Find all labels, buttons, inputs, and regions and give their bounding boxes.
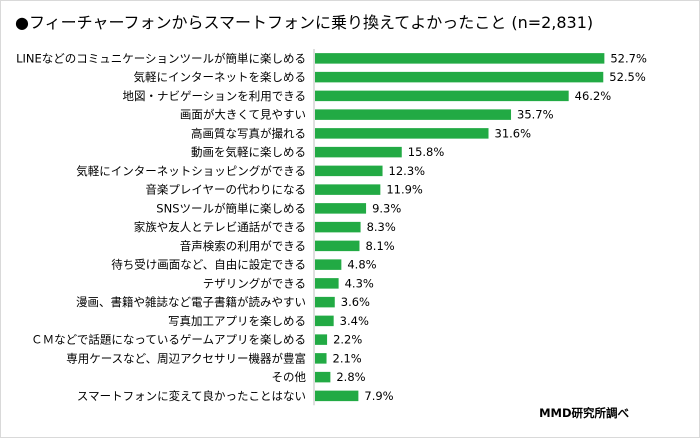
category-label: LINEなどのコミュニケーションツールが簡単に楽しめる: [16, 51, 306, 65]
category-label: 画面が大きくて見やすい: [180, 108, 306, 122]
bar: [315, 90, 569, 102]
value-label: 8.3%: [367, 220, 396, 234]
bar: [315, 371, 331, 383]
bar: [315, 165, 383, 177]
bar: [315, 221, 361, 233]
category-label: 音楽プレイヤーの代わりになる: [145, 183, 306, 197]
chart-title: ●フィーチャーフォンからスマートフォンに乗り換えてよかったこと (n=2,831…: [15, 13, 594, 32]
bar: [315, 109, 512, 120]
value-label: 2.2%: [333, 333, 362, 347]
bar: [315, 184, 381, 195]
category-label: 専用ケースなど、周辺アクセサリー機器が豊富: [66, 351, 306, 365]
value-label: 2.8%: [336, 370, 365, 384]
category-label: 待ち受け画面など、自由に設定できる: [111, 258, 306, 272]
category-label: テザリングができる: [203, 276, 306, 290]
category-label: 漫画、書籍や雑誌など電子書籍が読みやすい: [76, 295, 306, 309]
bar: [315, 71, 604, 83]
category-label: 気軽にインターネットショッピングができる: [76, 164, 306, 178]
category-label: 家族や友人とテレビ通話ができる: [134, 220, 306, 234]
value-label: 8.1%: [365, 239, 394, 253]
bar: [315, 334, 328, 345]
category-label: 音声検索の利用ができる: [180, 239, 306, 253]
category-label: スマートフォンに変えて良かったことはない: [77, 389, 306, 403]
value-label: 4.3%: [345, 276, 374, 290]
value-label: 9.3%: [372, 201, 401, 215]
bar: [315, 203, 367, 214]
value-label: 12.3%: [389, 164, 426, 178]
category-label: ＣＭなどで話題になっているゲームアプリを楽しめる: [31, 333, 306, 347]
category-label: SNSツールが簡単に楽しめる: [156, 201, 306, 215]
bar: [315, 315, 334, 327]
value-label: 52.5%: [609, 70, 646, 84]
category-label: 写真加工アプリを楽しめる: [168, 314, 306, 328]
bar: [315, 278, 339, 289]
bar: [315, 146, 402, 158]
bar: [315, 240, 360, 252]
bar: [315, 259, 342, 270]
value-label: 15.8%: [408, 145, 445, 159]
bar: [315, 353, 327, 364]
value-label: 31.6%: [495, 126, 532, 140]
bar: [315, 128, 489, 139]
value-label: 46.2%: [575, 89, 612, 103]
value-label: 2.1%: [333, 351, 362, 365]
bar: [315, 390, 359, 402]
value-label: 3.4%: [340, 314, 369, 328]
value-label: 35.7%: [517, 108, 554, 122]
value-label: 52.7%: [610, 51, 647, 65]
value-label: 3.6%: [341, 295, 370, 309]
category-label: 気軽にインターネットを楽しめる: [134, 70, 307, 84]
value-label: 4.8%: [347, 258, 376, 272]
category-label: その他: [272, 370, 307, 384]
bar: [315, 296, 335, 308]
value-label: 7.9%: [364, 389, 393, 403]
category-label: 動画を気軽に楽しめる: [191, 145, 306, 159]
value-label: 11.9%: [386, 183, 423, 197]
category-label: 高画質な写真が撮れる: [191, 126, 306, 140]
bar: [315, 53, 605, 64]
source-note: MMD研究所調べ: [539, 406, 629, 420]
category-label: 地図・ナビゲーションを利用できる: [122, 89, 306, 103]
